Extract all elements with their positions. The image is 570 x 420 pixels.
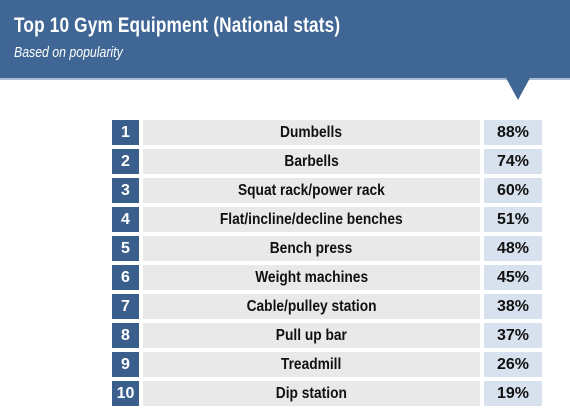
- rank-cell: 8: [112, 323, 139, 348]
- rank-cell: 6: [112, 265, 139, 290]
- percentage-cell: 48%: [484, 236, 542, 261]
- equipment-name: Treadmill: [281, 356, 342, 373]
- chart-subtitle: Based on popularity: [14, 44, 123, 61]
- table-row: 5 Bench press 48%: [112, 236, 542, 261]
- rank-cell: 10: [112, 381, 139, 406]
- percentage-cell: 26%: [484, 352, 542, 377]
- equipment-name-cell: Flat/incline/decline benches: [143, 207, 480, 232]
- equipment-name-cell: Barbells: [143, 149, 480, 174]
- rank-cell: 1: [112, 120, 139, 145]
- rank-cell: 5: [112, 236, 139, 261]
- table-row: 6 Weight machines 45%: [112, 265, 542, 290]
- equipment-name: Pull up bar: [275, 327, 348, 344]
- equipment-name: Barbells: [284, 153, 339, 170]
- table-row: 8 Pull up bar 37%: [112, 323, 542, 348]
- rank-cell: 7: [112, 294, 139, 319]
- table-row: 7 Cable/pulley station 38%: [112, 294, 542, 319]
- table-row: 10 Dip station 19%: [112, 381, 542, 406]
- equipment-name-cell: Weight machines: [143, 265, 480, 290]
- equipment-name-cell: Dip station: [143, 381, 480, 406]
- equipment-name: Dip station: [275, 385, 348, 402]
- table-row: 2 Barbells 74%: [112, 149, 542, 174]
- equipment-name: Flat/incline/decline benches: [220, 211, 403, 228]
- equipment-name: Cable/pulley station: [246, 298, 377, 315]
- equipment-name: Weight machines: [255, 269, 368, 286]
- header-banner: Top 10 Gym Equipment (National stats) Ba…: [0, 0, 570, 80]
- percentage-cell: 45%: [484, 265, 542, 290]
- percentage-cell: 88%: [484, 120, 542, 145]
- equipment-name-cell: Treadmill: [143, 352, 480, 377]
- equipment-name-cell: Cable/pulley station: [143, 294, 480, 319]
- equipment-name-cell: Squat rack/power rack: [143, 178, 480, 203]
- table-row: 4 Flat/incline/decline benches 51%: [112, 207, 542, 232]
- percentage-cell: 19%: [484, 381, 542, 406]
- rank-cell: 3: [112, 178, 139, 203]
- percentage-cell: 51%: [484, 207, 542, 232]
- percentage-cell: 60%: [484, 178, 542, 203]
- percentage-cell: 37%: [484, 323, 542, 348]
- percentage-cell: 38%: [484, 294, 542, 319]
- chart-title: Top 10 Gym Equipment (National stats): [14, 14, 341, 37]
- speech-pointer: [506, 78, 530, 100]
- rank-cell: 2: [112, 149, 139, 174]
- equipment-name-cell: Bench press: [143, 236, 480, 261]
- ranking-table: 1 Dumbells 88% 2 Barbells 74% 3 Squat rack/powe…: [112, 120, 542, 410]
- equipment-name: Dumbells: [280, 124, 343, 141]
- equipment-name-cell: Pull up bar: [143, 323, 480, 348]
- equipment-name: Squat rack/power rack: [238, 182, 385, 199]
- table-row: 3 Squat rack/power rack 60%: [112, 178, 542, 203]
- table-row: 9 Treadmill 26%: [112, 352, 542, 377]
- rank-cell: 9: [112, 352, 139, 377]
- table-row: 1 Dumbells 88%: [112, 120, 542, 145]
- rank-cell: 4: [112, 207, 139, 232]
- equipment-name-cell: Dumbells: [143, 120, 480, 145]
- equipment-name: Bench press: [270, 240, 353, 257]
- percentage-cell: 74%: [484, 149, 542, 174]
